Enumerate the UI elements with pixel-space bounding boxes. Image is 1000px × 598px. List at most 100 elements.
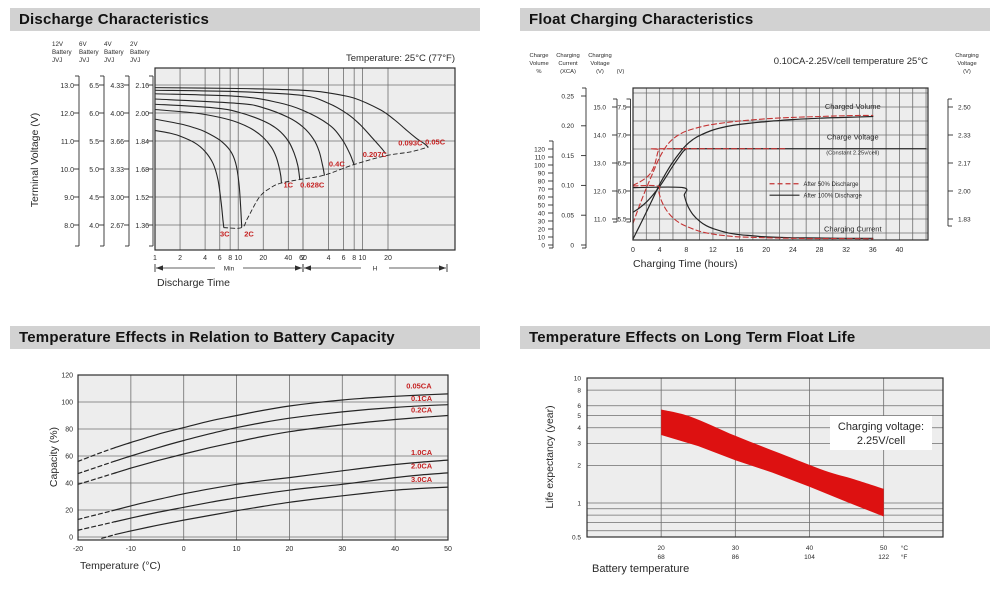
- chart-shape: [114, 459, 449, 511]
- axis-tick-label: 2.67: [110, 223, 124, 230]
- axis-tick-label: 11.0: [61, 139, 74, 146]
- axis-tick-label: 7.5: [617, 104, 626, 111]
- x-tick-label: 60: [299, 255, 307, 262]
- chart-shape: [633, 88, 928, 240]
- axis-column-header: Voltage: [957, 61, 976, 67]
- terminal-voltage-axis-columns: 12VBatteryJVJ13.012.011.010.09.08.06VBat…: [52, 41, 154, 247]
- curve-label: 0.207C: [363, 150, 388, 159]
- life-expectancy-band: [661, 409, 884, 517]
- chart-shape: [77, 509, 116, 521]
- y-tick-label: 0.5: [572, 534, 581, 541]
- x-tick-label: 40: [284, 255, 292, 262]
- capacity-curves: [77, 393, 449, 539]
- chart-shape: [154, 129, 225, 228]
- axis-column-header: 12V: [52, 41, 64, 48]
- x-tick-label: 4: [658, 247, 662, 254]
- curve-label: Charged Volume: [825, 102, 881, 111]
- x-tick-label: 30: [338, 546, 346, 553]
- axis-tick-label: 0.05: [561, 213, 574, 220]
- section-title-discharge: Discharge Characteristics: [10, 8, 480, 31]
- chart-shape: [439, 265, 446, 271]
- x-tick-label: 12: [709, 247, 717, 254]
- axis-tick-label: 1.36: [135, 223, 149, 230]
- axis-column-header: %: [536, 69, 541, 75]
- chart-shape: [154, 67, 456, 251]
- axis-tick-label: 5.5: [89, 139, 99, 146]
- axis-tick-label: 6.5: [617, 160, 626, 167]
- chart-shape: [77, 374, 449, 541]
- x-tick-label: 20: [762, 247, 770, 254]
- chart-shape: [114, 404, 449, 462]
- x-unit-celsius: °C: [901, 544, 909, 552]
- axis-tick-label: 120: [534, 146, 545, 153]
- x-tick-label-celsius: 30: [732, 545, 740, 552]
- x-tick-label: 20: [384, 255, 392, 262]
- x-tick-label: 36: [869, 247, 877, 254]
- chart-shape: [295, 265, 302, 271]
- x-tick-label: 20: [259, 255, 267, 262]
- axis-tick-label: 12.0: [60, 111, 74, 118]
- chart-shape: [114, 472, 449, 523]
- axis-tick-label: 3.66: [110, 139, 124, 146]
- curve-label: 0.628C: [300, 180, 325, 189]
- chart-shape: [632, 87, 929, 241]
- axis-column-header: Battery: [130, 49, 151, 56]
- section-title-float-charging: Float Charging Characteristics: [520, 8, 990, 31]
- x-tick-label: 50: [444, 546, 452, 553]
- y-tick-label: 1: [577, 500, 581, 507]
- curve-label: Charging Current: [824, 224, 882, 233]
- x-axis-title: Temperature (°C): [80, 560, 161, 572]
- x-unit-label: Min: [224, 265, 235, 272]
- curve-label: 0.05C: [425, 138, 446, 147]
- section-title-text: Temperature Effects on Long Term Float L…: [529, 329, 856, 346]
- y-axis: 120 100 80 60 40 20 0: [61, 372, 73, 541]
- x-tick-label-fahrenheit: 68: [658, 554, 666, 561]
- axis-column-header: Battery: [52, 49, 73, 56]
- discharge-chart: 0.05C0.093C0.207C0.4C0.628C1C2C3C12VBatt…: [29, 41, 456, 289]
- chart-shape: [154, 98, 325, 176]
- x-axis-title: Discharge Time: [157, 277, 230, 289]
- axis-tick-label: 0: [541, 242, 545, 249]
- axis-column-header: Charging: [588, 53, 612, 59]
- axis-column-header: (V): [617, 69, 625, 75]
- axis-tick-label: 4.33: [110, 83, 124, 90]
- axis-tick-label: 14.0: [593, 132, 606, 139]
- axis-tick-label: 3.00: [110, 195, 124, 202]
- gridlines: [78, 375, 448, 540]
- chart-shape: [154, 89, 386, 154]
- axis-tick-label: 9.0: [64, 195, 74, 202]
- axis-tick-label: 80: [538, 178, 546, 185]
- axis-tick-label: 4.00: [110, 111, 124, 118]
- axis-tick-label: 60: [538, 194, 546, 201]
- x-tick-label: 6: [218, 255, 222, 262]
- axis-tick-label: 100: [534, 162, 545, 169]
- axis-tick-label: 2.16: [135, 83, 149, 90]
- x-tick-label: 40: [896, 247, 904, 254]
- float-charging-chart: Charged Volume Charge Voltage (Constant 2.…: [529, 53, 978, 270]
- annotation-text: Charging voltage:: [838, 421, 924, 433]
- chart-shape: [304, 265, 311, 271]
- x-tick-label-fahrenheit: 86: [732, 554, 740, 561]
- axis-tick-label: 2.17: [958, 160, 971, 167]
- axis-tick-label: 0.15: [561, 153, 574, 160]
- float-life-chart: Charging voltage:2.25V/cell1086543210.52…: [544, 375, 944, 575]
- axis-tick-label: 6.0: [89, 111, 99, 118]
- chart-shape: [154, 103, 301, 181]
- x-tick-label: 1: [153, 255, 157, 262]
- axis-column-header: JVJ: [52, 57, 62, 64]
- axis-column-header: JVJ: [79, 57, 89, 64]
- axis-tick-label: 2.00: [135, 111, 149, 118]
- gridlines: [154, 68, 455, 250]
- chart-shape: [156, 265, 163, 271]
- axis-tick-label: 0: [570, 242, 574, 249]
- axis-tick-label: 8.0: [64, 223, 74, 230]
- axis-tick-label: 2.50: [958, 104, 971, 111]
- axis-tick-label: 1.84: [135, 139, 149, 146]
- x-tick-label: 0: [631, 247, 635, 254]
- x-tick-label-fahrenheit: 104: [804, 554, 815, 561]
- chart-shape: [661, 409, 884, 517]
- axis-tick-label: 1.68: [135, 167, 149, 174]
- curve-rate-labels: 0.05CA 0.1CA 0.2CA 1.0CA 2.0CA 3.0CA: [406, 382, 433, 484]
- x-tick-label: 2: [178, 255, 182, 262]
